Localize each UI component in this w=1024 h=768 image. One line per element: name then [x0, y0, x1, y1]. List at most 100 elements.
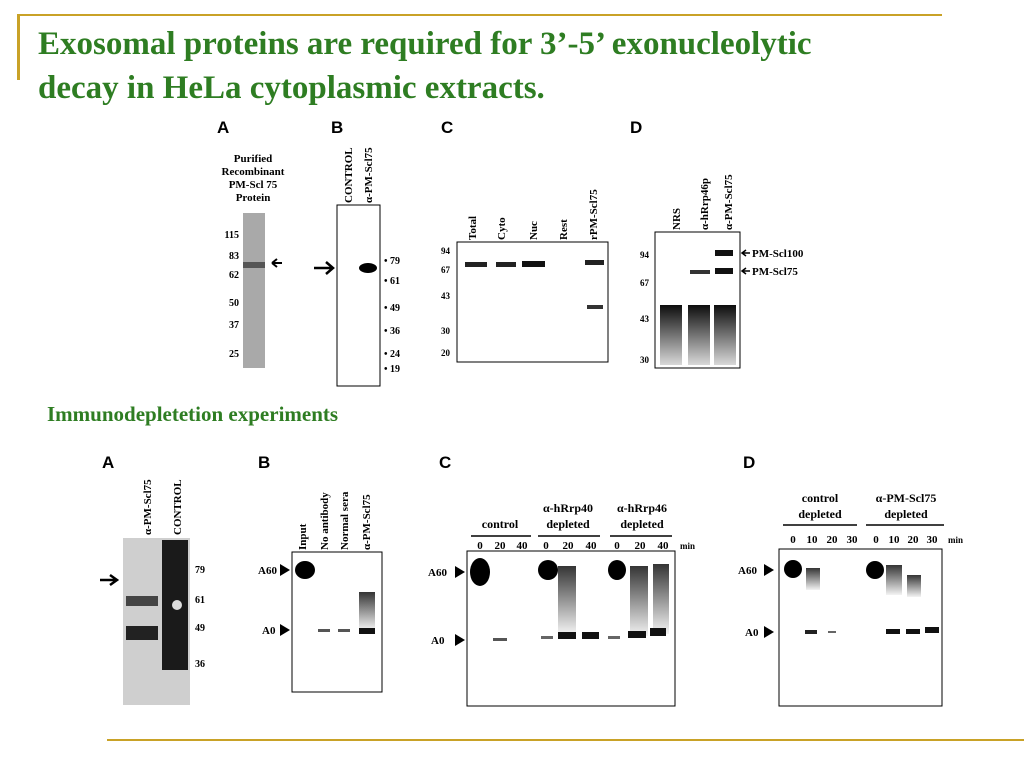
- top-b-marker: • 19: [384, 364, 400, 375]
- top-b-letter: B: [331, 118, 343, 137]
- top-panel-c: C Total Cyto Nuc Rest rPM-Scl75 94 67 43…: [441, 118, 609, 363]
- bottom-d-time: 10: [889, 534, 901, 546]
- bottom-b-lane-label: Normal sera: [339, 491, 351, 550]
- top-c-band: [585, 260, 604, 265]
- top-b-marker: • 49: [384, 303, 400, 314]
- top-a-marker: 115: [225, 230, 239, 241]
- top-d-marker: 43: [640, 314, 650, 324]
- bottom-c-row-label: A60: [428, 567, 447, 579]
- title-line-1: Exosomal proteins are required for 3’-5’…: [38, 26, 812, 62]
- bottom-d-group-label: control: [802, 491, 839, 505]
- top-d-band-label: PM-Scl75: [752, 266, 798, 278]
- top-a-marker: 62: [229, 270, 239, 281]
- bottom-b-band: [318, 629, 330, 632]
- bottom-b-letter: B: [258, 453, 270, 472]
- bottom-c-pointer-icon: [455, 634, 465, 646]
- bottom-c-time: 0: [614, 540, 620, 552]
- top-c-marker: 20: [441, 348, 451, 358]
- top-d-marker: 94: [640, 250, 650, 260]
- bottom-c-band: [628, 631, 646, 638]
- bottom-c-time: 20: [495, 540, 507, 552]
- bottom-d-smear: [886, 565, 902, 595]
- top-a-caption-1: Purified: [234, 153, 273, 165]
- top-d-smear: [688, 305, 710, 365]
- top-d-band-label: PM-Scl100: [752, 248, 804, 260]
- bottom-a-gel-spot: [172, 600, 182, 610]
- top-d-smear: [714, 305, 736, 365]
- bottom-c-group-label: depleted: [620, 517, 664, 531]
- top-d-smear: [660, 305, 682, 365]
- bottom-a-marker: 49: [195, 623, 205, 634]
- top-c-marker: 43: [441, 291, 451, 301]
- footer-accent-line: [107, 739, 1024, 741]
- bottom-d-band: [784, 560, 802, 578]
- top-d-band-pmscl75: [715, 268, 733, 274]
- bottom-c-group-label: depleted: [546, 517, 590, 531]
- bottom-a-letter: A: [102, 453, 114, 472]
- top-b-marker: • 36: [384, 326, 400, 337]
- bottom-d-time: 30: [927, 534, 939, 546]
- bottom-c-time: 0: [543, 540, 549, 552]
- bottom-d-time: 30: [847, 534, 859, 546]
- bottom-a-band: [126, 626, 158, 640]
- top-panel-b: B CONTROL α-PM-Scl75 • 79 • 61 • 49 • 36…: [314, 118, 400, 387]
- top-d-arrow-icon: [740, 249, 750, 257]
- bottom-c-group-label: α-hRrp46: [617, 501, 667, 515]
- bottom-d-time: 20: [827, 534, 839, 546]
- top-a-marker: 83: [229, 251, 239, 262]
- top-b-arrow-icon: [314, 261, 335, 275]
- bottom-c-time: 20: [563, 540, 575, 552]
- bottom-c-band: [493, 638, 507, 641]
- top-c-band: [465, 262, 487, 267]
- title-accent-bar: [17, 14, 20, 80]
- bottom-c-band: [541, 636, 553, 639]
- top-a-arrow-icon: [271, 258, 282, 268]
- top-panel-a: A Purified Recombinant PM-Scl 75 Protein…: [217, 118, 285, 368]
- top-a-caption-3: PM-Scl 75: [229, 179, 278, 191]
- top-d-marker: 30: [640, 355, 650, 365]
- bottom-c-time: 0: [477, 540, 483, 552]
- top-d-lane-label: α-hRrp46p: [699, 178, 711, 230]
- top-c-lane-label: Rest: [558, 219, 570, 240]
- top-panel-d: D NRS α-hRrp46p α-PM-Scl75 94 67 43 30 P…: [630, 118, 804, 369]
- top-a-gel-lane: [243, 213, 265, 368]
- bottom-d-time: 10: [807, 534, 819, 546]
- bottom-a-marker: 36: [195, 659, 205, 670]
- bottom-d-band: [906, 629, 920, 634]
- bottom-b-band: [295, 561, 315, 579]
- top-c-lane-label: Nuc: [528, 221, 540, 240]
- top-d-lane-label: α-PM-Scl75: [723, 174, 735, 230]
- section-subtitle: Immunodepletetion experiments: [47, 402, 339, 426]
- bottom-c-smear: [653, 564, 669, 634]
- bottom-d-group-label: depleted: [884, 507, 928, 521]
- bottom-a-marker: 61: [195, 595, 205, 606]
- bottom-c-letter: C: [439, 453, 451, 472]
- bottom-b-band: [338, 629, 350, 632]
- bottom-d-group-label: α-PM-Scl75: [876, 491, 937, 505]
- top-a-letter: A: [217, 118, 229, 137]
- bottom-d-row-label: A0: [745, 627, 759, 639]
- bottom-a-band: [126, 596, 158, 606]
- top-c-marker: 67: [441, 265, 451, 275]
- bottom-d-unit: min: [948, 535, 963, 545]
- top-c-band: [522, 261, 545, 267]
- bottom-c-band: [538, 560, 558, 580]
- bottom-c-band: [470, 558, 490, 586]
- top-c-band: [587, 305, 603, 309]
- top-b-marker: • 61: [384, 276, 400, 287]
- bottom-d-band: [925, 627, 939, 633]
- bottom-c-time: 20: [635, 540, 647, 552]
- bottom-d-time: 0: [790, 534, 796, 546]
- top-a-marker: 50: [229, 298, 239, 309]
- bottom-b-row-label: A0: [262, 625, 276, 637]
- title-accent-line: [17, 14, 942, 16]
- bottom-a-marker: 79: [195, 565, 205, 576]
- bottom-panel-d: D control depleted α-PM-Scl75 depleted 0…: [738, 453, 963, 707]
- bottom-c-band: [582, 632, 599, 639]
- bottom-c-band: [558, 632, 576, 639]
- bottom-d-time: 20: [908, 534, 920, 546]
- bottom-d-row-label: A60: [738, 565, 757, 577]
- top-a-marker: 37: [229, 320, 239, 331]
- bottom-d-smear: [907, 575, 921, 597]
